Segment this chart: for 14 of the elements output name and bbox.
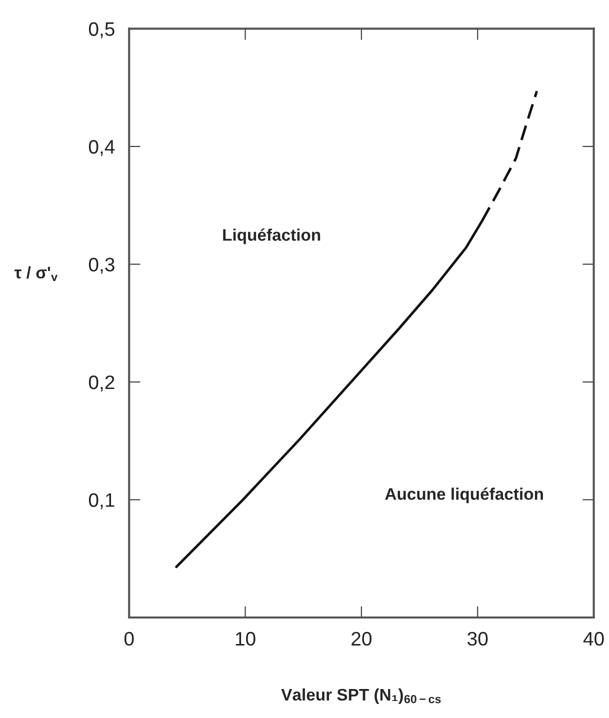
y-tick-label: 0,3	[88, 258, 114, 274]
y-axis-title: τ / σ'$_{v}$	[14, 266, 58, 281]
y-tick-label: 0,5	[88, 22, 114, 38]
x-tick-label: 40	[583, 632, 604, 646]
annotation: Liquéfaction	[223, 228, 320, 244]
x-tick-label: 20	[352, 632, 372, 646]
y-tick-label: 0,2	[88, 375, 114, 392]
x-tick-label: 10	[236, 632, 256, 646]
x-tick-label: 30	[468, 632, 488, 646]
y-tick-label: 0,4	[88, 140, 115, 156]
x-axis-title: Valeur SPT (N₁)$_{60−cs}$	[281, 688, 441, 704]
annotation: Aucune liquéfaction	[385, 488, 543, 504]
y-tick-label: 0,1	[88, 493, 114, 510]
x-tick-label: 0	[124, 632, 134, 646]
